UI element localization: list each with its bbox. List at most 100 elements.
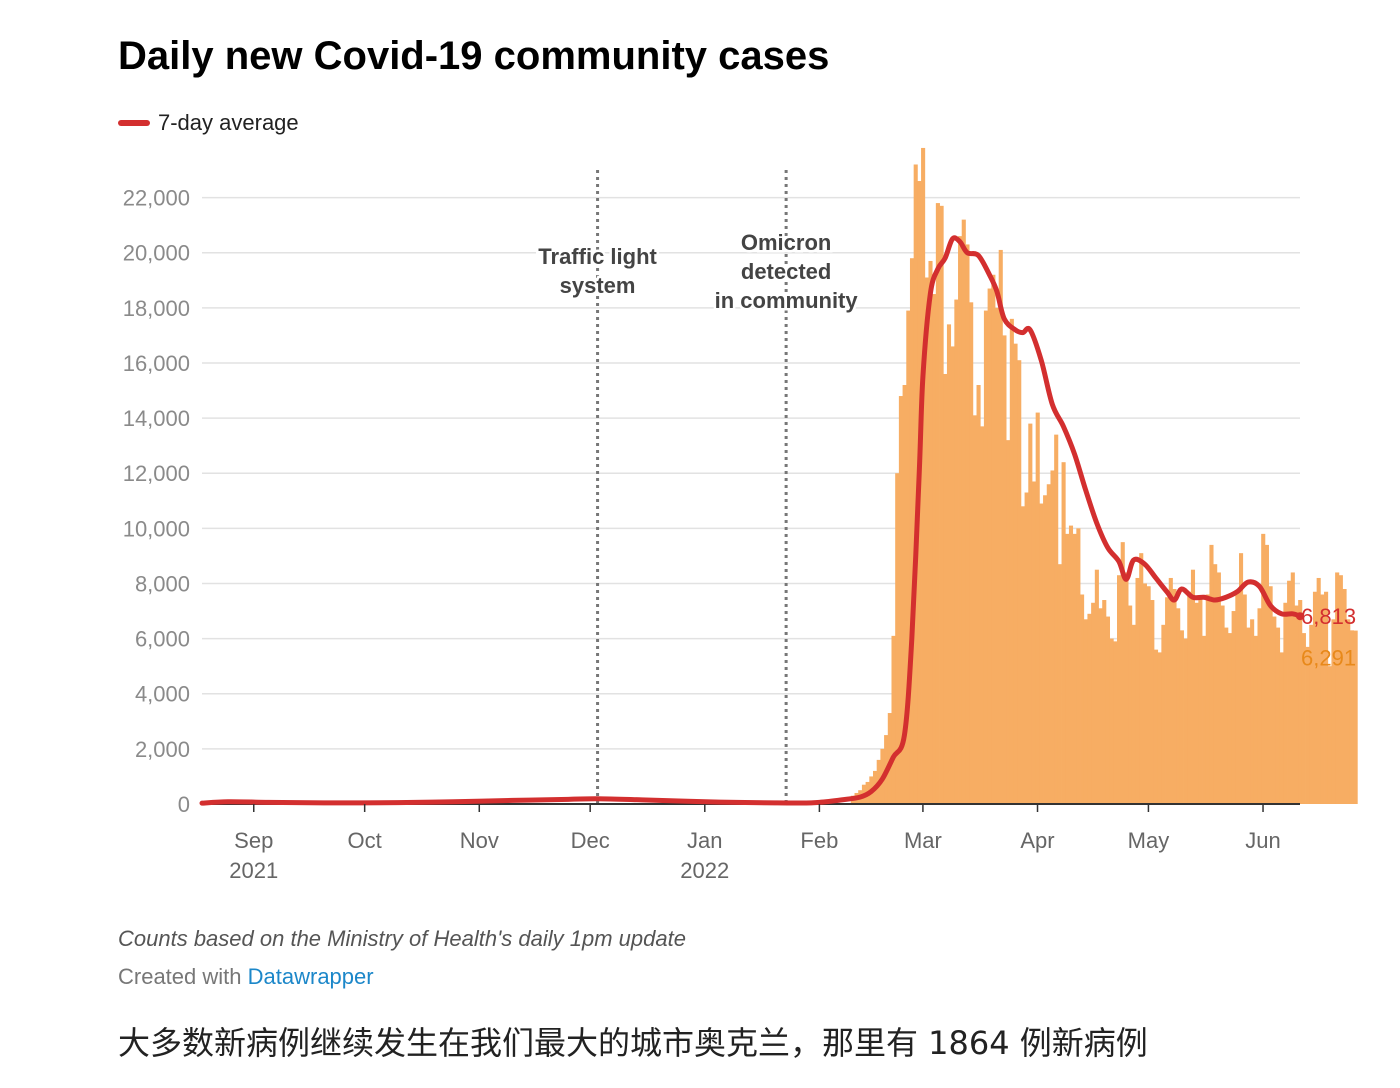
daily-case-bar — [1290, 572, 1295, 804]
daily-case-bar — [1076, 528, 1081, 804]
daily-case-bar — [1017, 360, 1022, 804]
daily-case-bar — [935, 203, 940, 805]
daily-case-bar — [1002, 335, 1007, 804]
x-tick-label: Mar — [904, 828, 942, 853]
daily-case-bar — [1264, 544, 1269, 804]
daily-case-bar — [913, 164, 918, 805]
seven-day-average-line — [199, 235, 1303, 806]
daily-end-label: 6,291 — [1301, 646, 1356, 671]
annotation-label: detected — [741, 259, 831, 284]
daily-case-bar — [1043, 495, 1048, 804]
annotation-label: system — [560, 273, 636, 298]
daily-case-bar — [1172, 588, 1177, 804]
daily-case-bar — [1353, 630, 1358, 804]
daily-case-bar — [1235, 591, 1240, 804]
daily-case-bar — [1031, 481, 1037, 804]
daily-case-bar — [1109, 638, 1114, 804]
daily-case-bar — [1239, 553, 1244, 804]
daily-case-bar — [1246, 627, 1251, 804]
daily-case-bar — [1009, 318, 1014, 804]
daily-case-bar — [1190, 569, 1196, 804]
x-tick-label: Jun — [1245, 828, 1280, 853]
daily-case-bar — [1338, 575, 1343, 804]
x-tick-label: Feb — [800, 828, 838, 853]
daily-case-bar — [1035, 412, 1040, 804]
annotation-label: Omicron — [741, 230, 831, 255]
daily-case-bar — [928, 260, 933, 804]
daily-case-bar — [998, 249, 1003, 804]
daily-case-bar — [1057, 564, 1062, 804]
daily-case-bar — [961, 219, 966, 805]
daily-case-bar — [972, 415, 977, 804]
daily-case-bar — [980, 426, 985, 804]
avg-end-dot — [1296, 612, 1304, 621]
daily-case-bar — [1139, 553, 1144, 804]
legend-label: 7-day average — [158, 110, 299, 135]
daily-case-bar — [1135, 577, 1140, 804]
daily-case-bar — [1091, 602, 1096, 804]
x-tick-label: Oct — [348, 828, 382, 853]
daily-case-bar — [1301, 633, 1306, 804]
chart-title: Daily new Covid-19 community cases — [118, 34, 830, 78]
daily-case-bar — [983, 310, 989, 804]
daily-case-bar — [906, 310, 911, 804]
daily-case-bar — [1335, 572, 1340, 804]
daily-case-bar — [1128, 605, 1133, 804]
daily-case-bar — [891, 635, 896, 804]
daily-case-bar — [995, 307, 1000, 804]
daily-case-bar — [1349, 630, 1355, 804]
datawrapper-link[interactable]: Datawrapper — [247, 964, 374, 989]
daily-case-bar — [924, 277, 929, 804]
daily-case-bar — [1146, 586, 1151, 804]
annotation-lines — [596, 170, 788, 804]
daily-case-bar — [1024, 492, 1029, 804]
daily-case-bar — [1120, 542, 1125, 804]
daily-case-bar — [976, 385, 981, 804]
daily-case-bar — [1039, 503, 1044, 804]
daily-case-bar — [1113, 641, 1118, 804]
credit-prefix: Created with — [118, 964, 242, 989]
daily-case-bar — [1072, 533, 1077, 804]
y-tick-label: 18,000 — [123, 296, 190, 321]
daily-case-bar — [1046, 484, 1051, 804]
avg-end-label: 6,813 — [1301, 604, 1356, 629]
daily-case-bar — [1305, 646, 1310, 804]
x-tick-label: Jan — [687, 828, 722, 853]
daily-case-bar — [950, 346, 955, 804]
daily-case-bar — [1309, 624, 1314, 804]
daily-case-bar — [1261, 533, 1266, 804]
article-caption: 大多数新病例继续发生在我们最大的城市奥克兰，那里有 1864 例新病例 — [118, 1024, 1148, 1062]
x-tick-label: Dec — [571, 828, 610, 853]
daily-case-bar — [1227, 633, 1233, 804]
daily-case-bar — [1194, 602, 1199, 804]
daily-case-bar — [1324, 591, 1329, 804]
daily-case-bar — [946, 324, 952, 804]
daily-case-bar — [1342, 588, 1347, 804]
x-tick-label: May — [1128, 828, 1170, 853]
daily-case-bar — [1179, 630, 1184, 804]
annotation-label: Traffic light — [538, 244, 657, 269]
daily-case-bar — [1272, 616, 1277, 804]
chart-credit: Created with Datawrapper — [118, 964, 374, 990]
daily-case-bar — [939, 205, 944, 804]
daily-case-bar — [1312, 591, 1318, 804]
x-tick-year: 2021 — [229, 858, 278, 883]
daily-case-bar — [1268, 586, 1273, 804]
daily-case-bar — [1198, 597, 1203, 804]
daily-case-bar — [1028, 423, 1033, 804]
daily-case-bar — [1161, 624, 1166, 804]
daily-case-bar — [921, 147, 926, 805]
x-tick-label: Sep — [234, 828, 273, 853]
daily-case-bar — [1083, 619, 1088, 804]
daily-case-bar — [895, 473, 900, 804]
daily-case-bar — [1327, 666, 1332, 804]
daily-case-bar — [1165, 597, 1170, 804]
daily-case-bar — [1094, 569, 1099, 804]
daily-case-bar — [1283, 602, 1288, 804]
y-tick-label: 20,000 — [123, 241, 190, 266]
daily-case-bar — [932, 294, 937, 804]
y-tick-labels: 0 2,000 4,000 6,000 8,000 10,000 12,000 14,000 1… — [123, 186, 190, 817]
daily-case-bar — [965, 244, 970, 804]
daily-case-bar — [1102, 600, 1107, 804]
daily-case-bar — [909, 258, 915, 804]
